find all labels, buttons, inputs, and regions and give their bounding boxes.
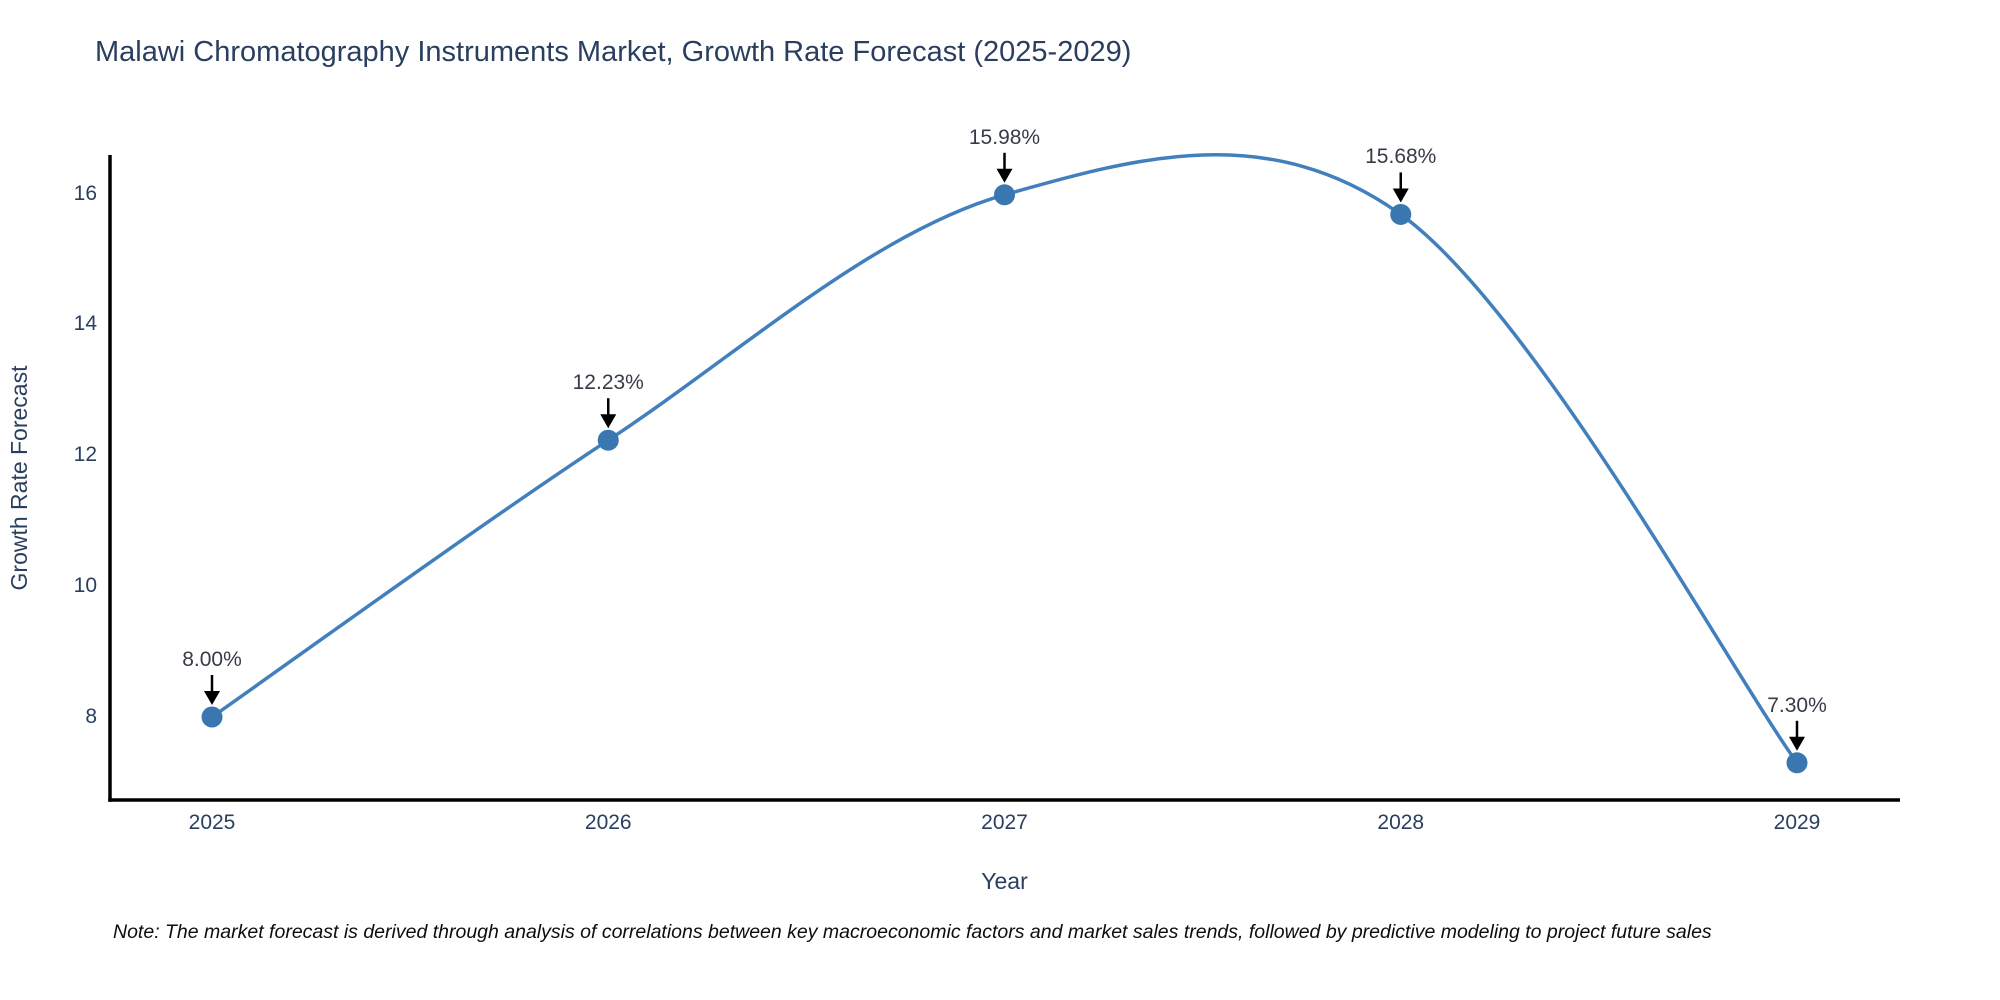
y-tick-label: 10 — [73, 574, 97, 598]
y-axis-title: Growth Rate Forecast — [6, 365, 32, 591]
annotation-arrowhead — [600, 414, 617, 429]
annotation-arrowhead — [204, 691, 220, 705]
footnote: Note: The market forecast is derived thr… — [113, 921, 1712, 943]
annotation-label: 8.00% — [182, 648, 242, 671]
data-point-marker — [201, 706, 223, 728]
x-tick-label: 2027 — [981, 811, 1028, 834]
x-axis-title: Year — [981, 868, 1028, 894]
chart-title: Malawi Chromatography Instruments Market… — [95, 36, 1132, 68]
annotation-label: 15.98% — [968, 125, 1041, 149]
annotation-arrowhead — [1789, 736, 1805, 751]
trend-line — [210, 153, 1799, 765]
annotation-label: 15.68% — [1365, 145, 1437, 169]
y-tick-label: 8 — [85, 705, 97, 728]
data-point-marker — [1390, 203, 1412, 225]
x-tick-label: 2026 — [584, 811, 632, 834]
x-tick-label: 2025 — [188, 811, 236, 834]
x-tick-label: 2029 — [1773, 811, 1821, 834]
data-point-marker — [1786, 752, 1808, 774]
data-point-marker — [597, 429, 619, 451]
annotation-arrowhead — [996, 168, 1013, 183]
y-tick-label: 12 — [73, 443, 97, 467]
annotation-arrowhead — [1392, 188, 1409, 203]
annotation-label: 12.23% — [572, 371, 644, 395]
annotation-label: 7.30% — [1767, 693, 1827, 717]
y-tick-label: 16 — [73, 181, 97, 205]
y-tick-label: 14 — [73, 312, 97, 336]
x-tick-label: 2028 — [1377, 811, 1425, 834]
data-point-marker — [994, 184, 1015, 206]
